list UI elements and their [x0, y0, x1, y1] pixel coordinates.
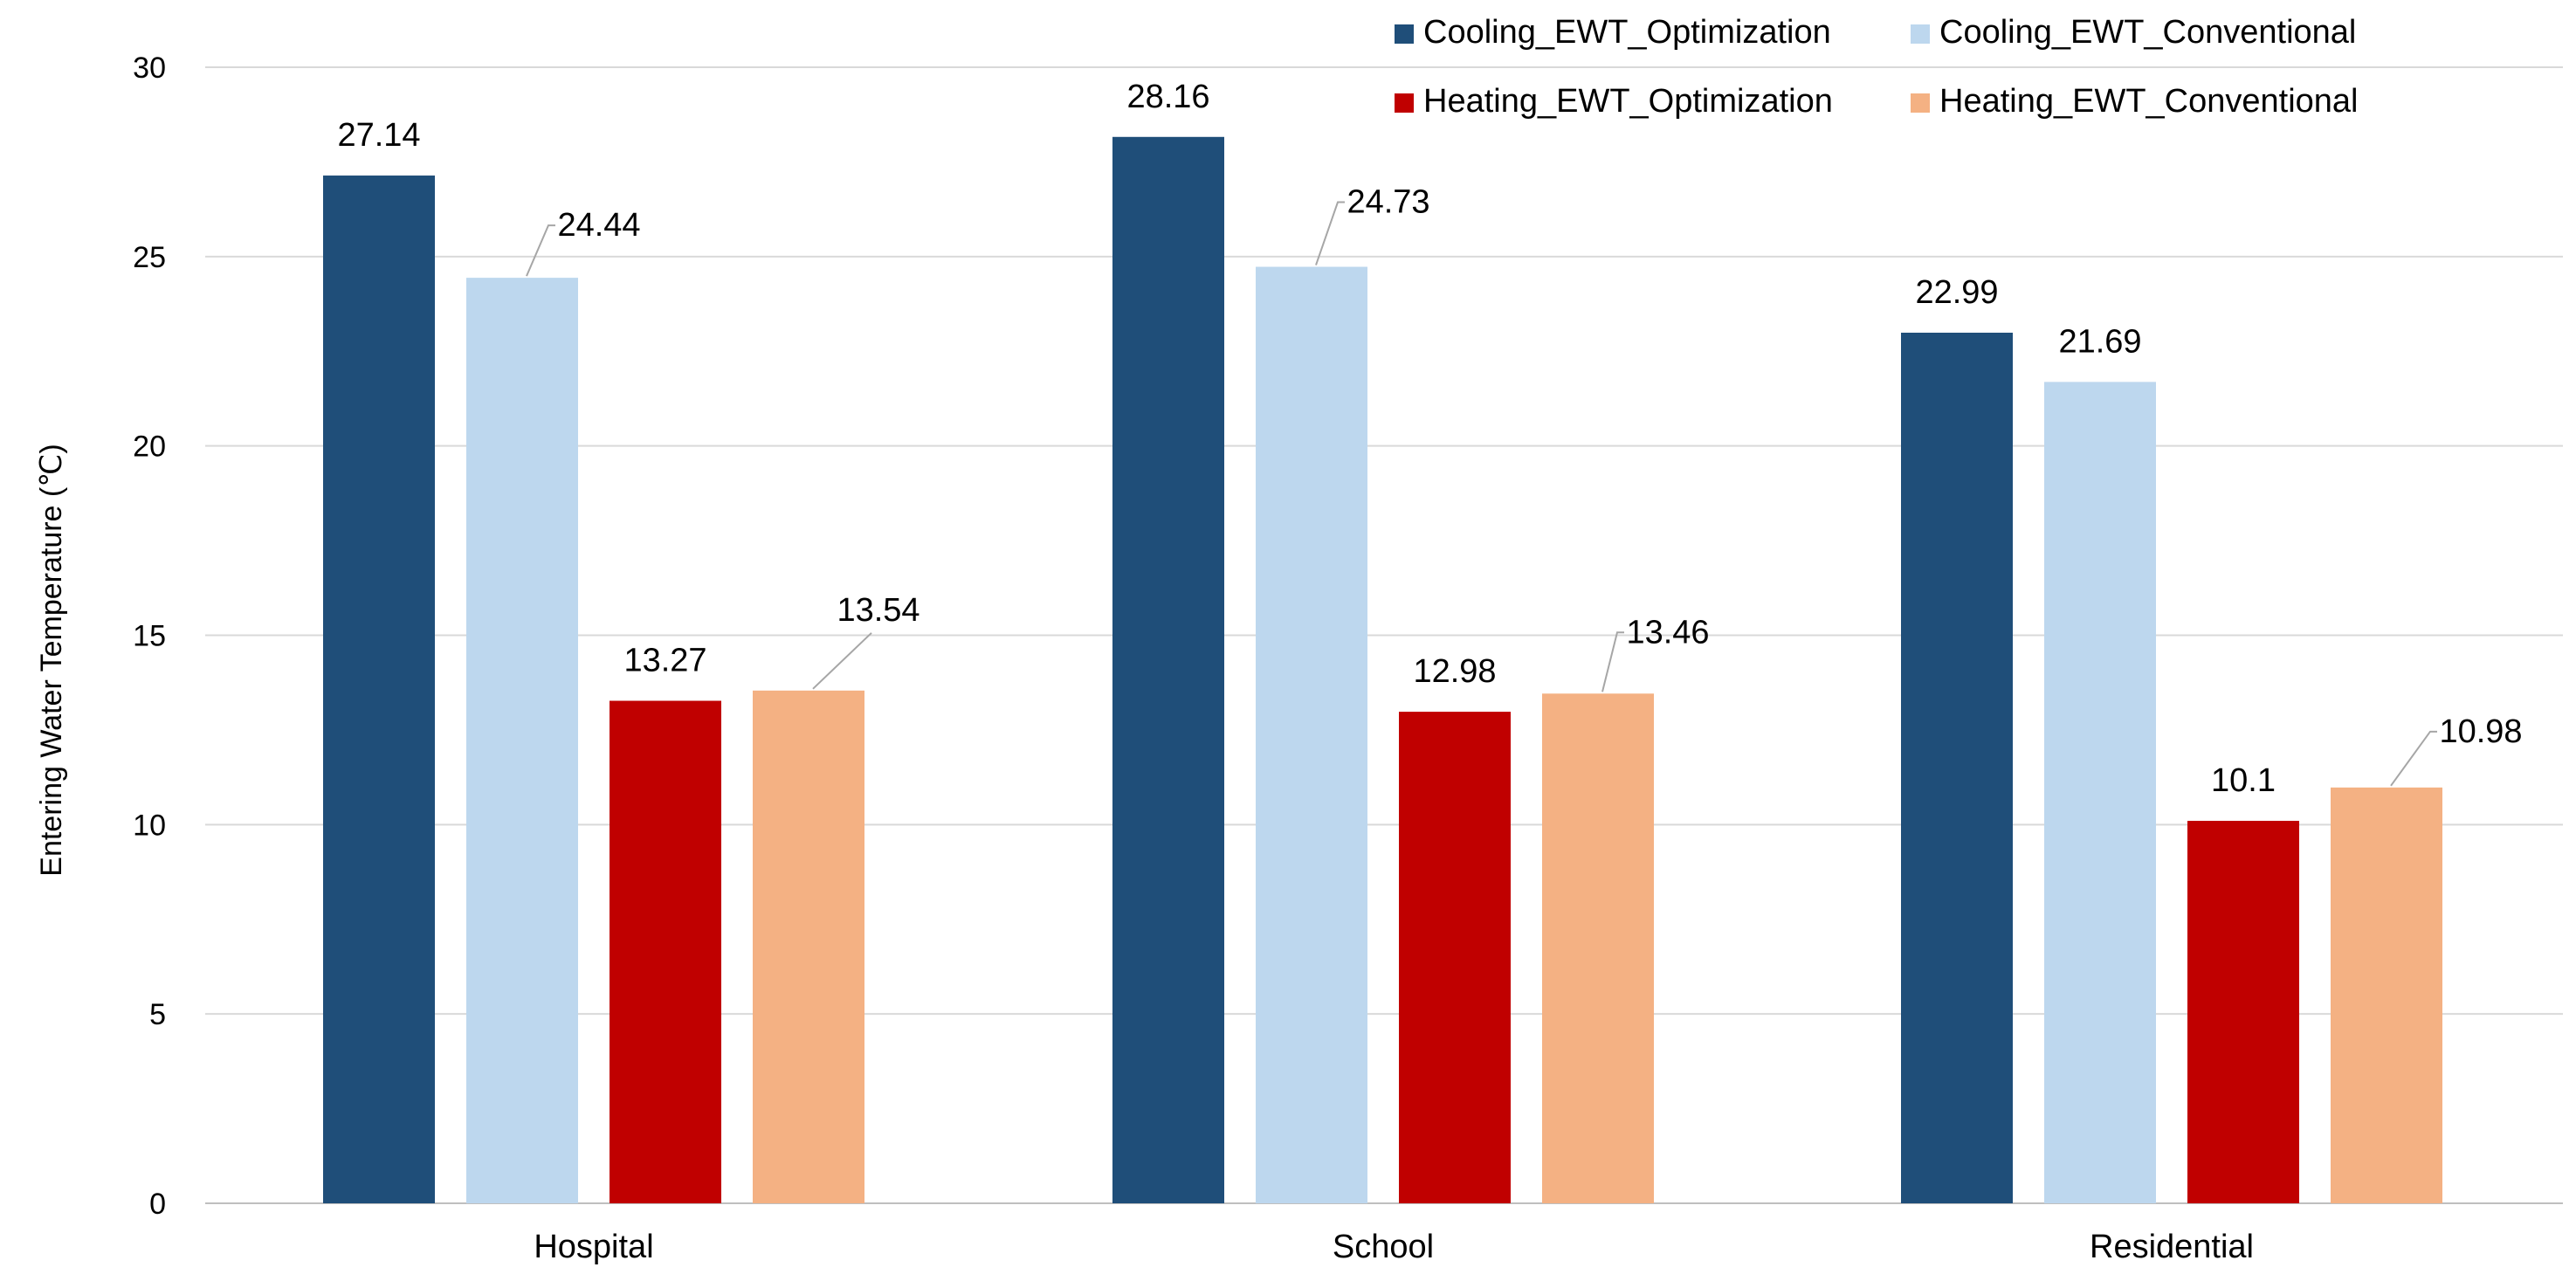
bar-residential-heating-ewt-conventional: [2331, 787, 2442, 1203]
y-tick-label: 10: [133, 809, 166, 842]
legend-swatch-cooling-ewt-conventional: [1911, 24, 1930, 44]
y-tick-label: 0: [149, 1188, 166, 1221]
y-tick-label: 5: [149, 998, 166, 1031]
y-tick-label: 20: [133, 430, 166, 464]
bar-school-heating-ewt-conventional: [1542, 693, 1654, 1203]
legend-label-heating-ewt-optimization: Heating_EWT_Optimization: [1423, 83, 1833, 120]
bar-hospital-heating-ewt-conventional: [753, 690, 864, 1203]
legend-swatch-heating-ewt-conventional: [1911, 93, 1930, 113]
data-label-residential-cooling-ewt-optimization: 22.99: [1915, 274, 1998, 311]
x-category-label-residential: Residential: [2090, 1229, 2254, 1265]
data-label-hospital-heating-ewt-optimization: 13.27: [623, 643, 706, 679]
data-label-residential-heating-ewt-conventional: 10.98: [2439, 713, 2522, 750]
leader-line-school-heating-ewt-conventional: [1601, 631, 1624, 692]
data-label-school-heating-ewt-optimization: 12.98: [1413, 653, 1496, 690]
y-axis-title: Entering Water Temperature (℃): [35, 444, 68, 876]
bar-school-cooling-ewt-conventional: [1256, 266, 1367, 1203]
leader-line-residential-heating-ewt-conventional: [2390, 730, 2437, 787]
x-category-label-hospital: Hospital: [534, 1229, 653, 1265]
y-tick-label: 30: [133, 52, 166, 85]
data-labels: 27.14 24.44 13.27 13.54 28.16 24.73 12.98 13.46…: [337, 79, 2522, 799]
data-label-residential-heating-ewt-optimization: 10.1: [2211, 762, 2276, 799]
data-label-school-cooling-ewt-conventional: 24.73: [1347, 184, 1429, 221]
data-label-school-heating-ewt-conventional: 13.46: [1626, 614, 1709, 651]
data-label-residential-cooling-ewt-conventional: 21.69: [2058, 323, 2141, 360]
legend: Cooling_EWT_Optimization Cooling_EWT_Conv…: [1395, 14, 2359, 120]
gridlines: [205, 66, 2563, 1204]
bar-school-heating-ewt-optimization: [1399, 712, 1511, 1203]
y-axis-ticks: 0 5 10 15 20 25 30: [133, 52, 166, 1221]
bar-school-cooling-ewt-optimization: [1112, 136, 1224, 1203]
legend-swatch-cooling-ewt-optimization: [1395, 24, 1414, 44]
x-category-label-school: School: [1333, 1229, 1434, 1265]
y-tick-label: 15: [133, 620, 166, 653]
leader-line-hospital-heating-ewt-conventional: [812, 632, 872, 690]
leader-line-school-cooling-ewt-conventional: [1315, 201, 1345, 265]
data-label-hospital-cooling-ewt-optimization: 27.14: [337, 117, 420, 154]
x-axis-categories: Hospital School Residential: [534, 1229, 2254, 1265]
y-tick-label: 25: [133, 241, 166, 274]
bar-hospital-cooling-ewt-conventional: [466, 278, 578, 1203]
data-label-school-cooling-ewt-optimization: 28.16: [1126, 79, 1209, 115]
label-leader-lines: [526, 201, 2437, 787]
data-label-hospital-cooling-ewt-conventional: 24.44: [557, 207, 640, 244]
legend-swatch-heating-ewt-optimization: [1395, 93, 1414, 113]
bar-hospital-heating-ewt-optimization: [610, 700, 721, 1203]
bars: [323, 136, 2442, 1203]
legend-label-heating-ewt-conventional: Heating_EWT_Conventional: [1939, 83, 2359, 120]
bar-residential-heating-ewt-optimization: [2187, 820, 2299, 1203]
bar-residential-cooling-ewt-conventional: [2044, 382, 2156, 1203]
legend-label-cooling-ewt-optimization: Cooling_EWT_Optimization: [1423, 14, 1831, 51]
bar-hospital-cooling-ewt-optimization: [323, 176, 435, 1203]
leader-line-hospital-cooling-ewt-conventional: [526, 224, 555, 277]
data-label-hospital-heating-ewt-conventional: 13.54: [837, 592, 920, 629]
legend-label-cooling-ewt-conventional: Cooling_EWT_Conventional: [1939, 14, 2356, 51]
bar-residential-cooling-ewt-optimization: [1901, 333, 2013, 1203]
